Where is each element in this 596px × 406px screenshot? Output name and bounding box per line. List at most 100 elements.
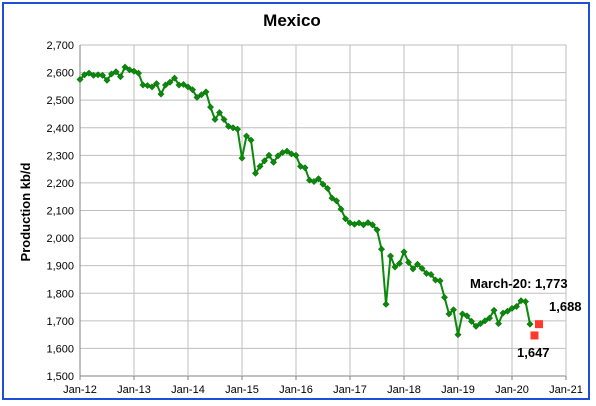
data-point (130, 67, 138, 75)
data-point (274, 152, 282, 160)
data-point (134, 69, 143, 77)
data-point (170, 74, 179, 82)
data-point (98, 71, 107, 79)
data-point (517, 297, 525, 305)
y-tick-label: 2,100 (46, 206, 74, 218)
y-tick-label: 1,700 (46, 316, 74, 328)
data-point (314, 175, 323, 183)
data-point (148, 83, 156, 91)
data-point (386, 252, 395, 260)
data-point (332, 197, 341, 205)
data-point (440, 293, 449, 301)
data-point (431, 276, 440, 284)
data-point (283, 147, 291, 155)
data-point (467, 317, 476, 325)
data-point (188, 86, 197, 94)
y-tick-label: 1,900 (46, 261, 74, 273)
annotation-1647: 1,647 (517, 345, 550, 360)
y-tick-label: 2,700 (46, 40, 74, 52)
data-point (184, 83, 192, 91)
data-point (296, 162, 305, 170)
data-point (328, 194, 336, 202)
data-point (373, 226, 381, 234)
data-point (413, 260, 422, 268)
data-point (418, 264, 426, 272)
data-point (301, 164, 309, 172)
data-point (377, 245, 386, 253)
data-point (251, 169, 260, 177)
data-point (368, 221, 377, 229)
data-point (494, 320, 503, 328)
data-point (445, 310, 453, 318)
data-point (220, 115, 228, 124)
data-point (179, 80, 188, 88)
data-point (427, 270, 435, 279)
data-point (197, 91, 206, 99)
data-point (454, 331, 462, 339)
data-point (260, 157, 269, 165)
data-point (292, 151, 300, 159)
y-tick-label: 1,500 (46, 371, 74, 383)
y-axis-label: Production kb/d (18, 162, 33, 261)
data-point (247, 136, 255, 144)
x-tick-label: Jan-12 (63, 384, 97, 396)
highlight-point (530, 331, 539, 340)
data-point (157, 90, 165, 98)
data-point (341, 215, 350, 223)
grid-lines (79, 44, 567, 380)
data-point (215, 109, 224, 117)
y-tick-label: 2,200 (46, 178, 74, 190)
annotation-march-20: March-20: 1,773 (470, 276, 568, 291)
data-point (121, 63, 129, 71)
data-point (395, 259, 404, 268)
data-point (139, 81, 147, 89)
data-point (206, 103, 215, 111)
x-tick-label: Jan-14 (171, 384, 205, 396)
data-point (94, 71, 102, 79)
x-tick-label: Jan-17 (333, 384, 367, 396)
data-point (323, 184, 332, 192)
data-point (256, 162, 264, 170)
y-tick-label: 1,600 (46, 343, 74, 355)
data-point (409, 265, 417, 273)
x-tick-label: Jan-19 (441, 384, 475, 396)
data-point (193, 93, 201, 101)
tick-labels: 1,500 1,600 1,700 1,800 1,900 2,000 2,100 2,200… (46, 40, 582, 396)
data-point (116, 73, 125, 81)
data-point (269, 158, 278, 166)
data-point (143, 81, 152, 90)
x-tick-label: Jan-21 (549, 384, 583, 396)
data-point (202, 88, 210, 96)
x-tick-label: Jan-16 (279, 384, 313, 396)
data-point (404, 258, 413, 266)
data-point (166, 78, 174, 86)
data-point (211, 115, 219, 124)
y-tick-label: 2,300 (46, 150, 74, 162)
y-tick-label: 2,000 (46, 233, 74, 245)
data-point (476, 320, 485, 328)
series-lines (79, 66, 531, 336)
x-tick-label: Jan-18 (387, 384, 421, 396)
data-point (391, 263, 399, 271)
data-point (224, 122, 233, 130)
data-point (490, 306, 498, 314)
data-point (152, 80, 161, 88)
data-point (265, 151, 273, 159)
x-tick-label: Jan-15 (225, 384, 259, 396)
x-tick-label: Jan-13 (117, 384, 151, 396)
annotation-1688: 1,688 (549, 299, 582, 314)
data-point (382, 300, 390, 308)
x-tick-label: Jan-20 (495, 384, 529, 396)
data-point (485, 314, 494, 322)
data-point (481, 317, 489, 325)
y-tick-label: 1,800 (46, 288, 74, 300)
data-point (125, 66, 134, 74)
data-point (287, 150, 296, 158)
data-point (233, 125, 242, 133)
production-line (79, 66, 531, 336)
data-point (400, 248, 408, 256)
data-point (463, 312, 471, 320)
data-point (103, 76, 111, 84)
data-point (310, 177, 318, 186)
data-point (337, 205, 345, 213)
